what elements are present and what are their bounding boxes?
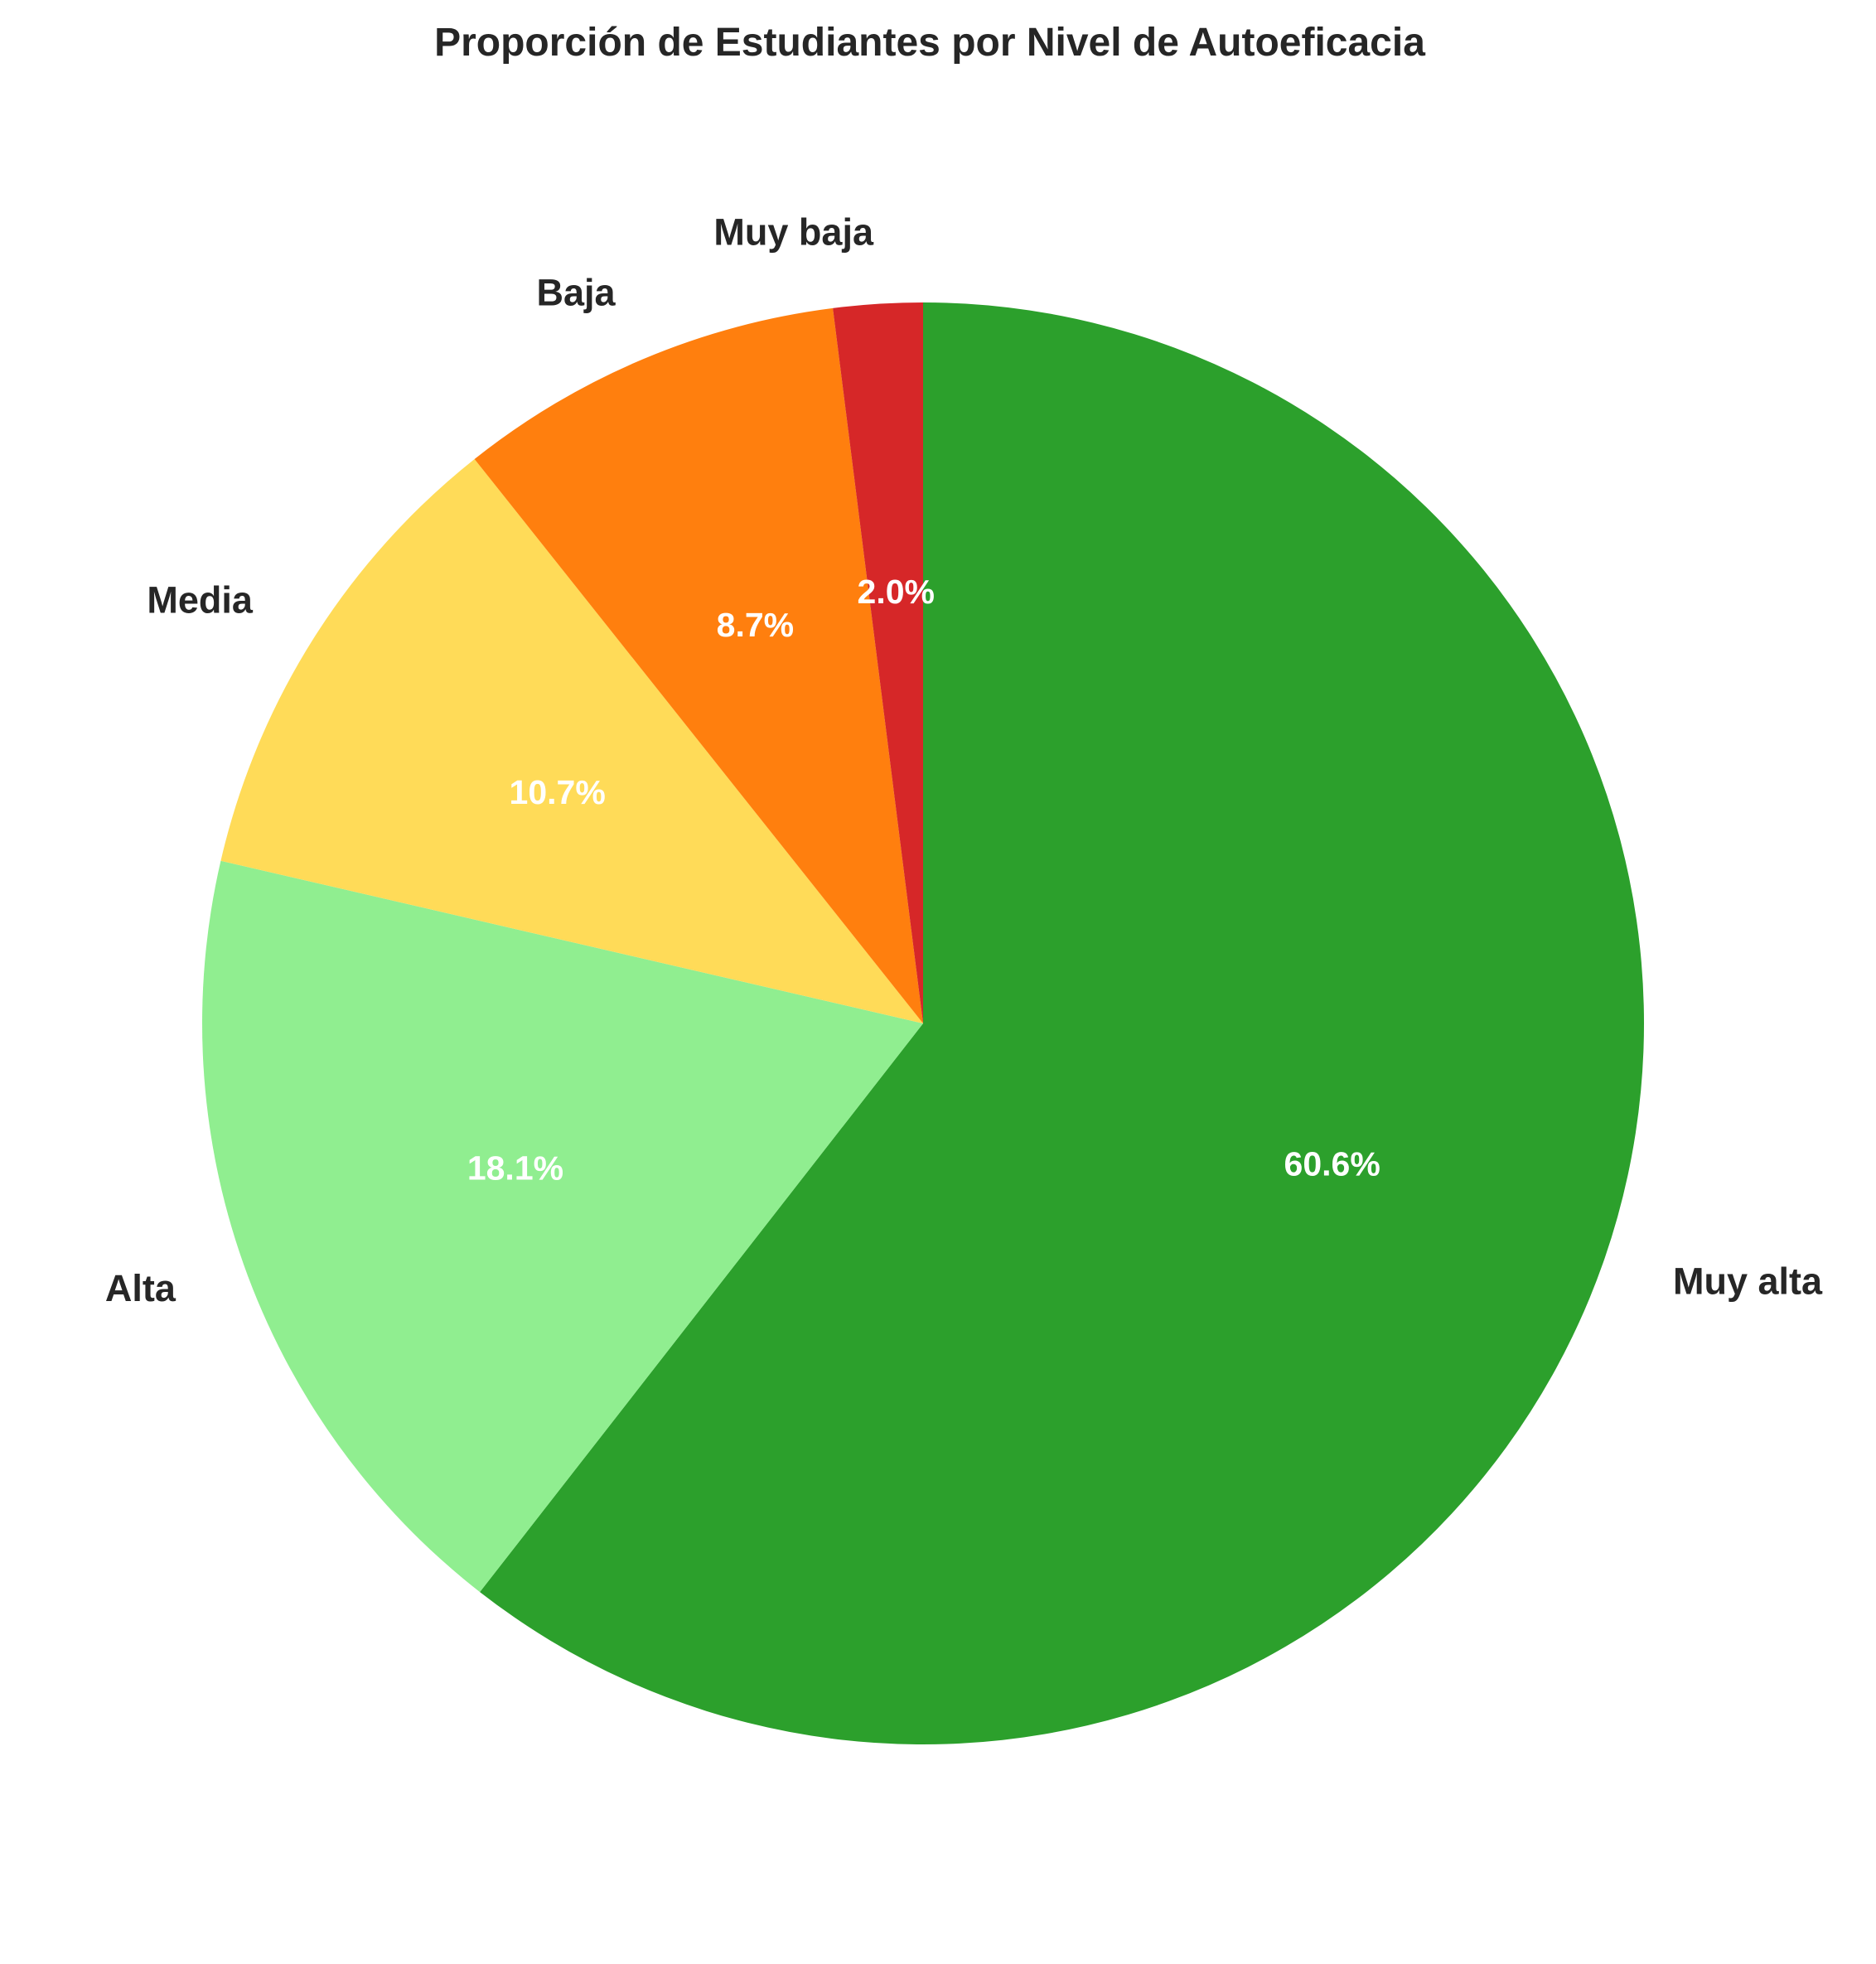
pie-slice-media bbox=[220, 458, 923, 1023]
slice-label-baja: Baja bbox=[537, 272, 616, 314]
slice-label-media: Media bbox=[147, 578, 254, 621]
pie-slice-muy-baja bbox=[833, 302, 923, 1023]
slice-percent-muy-alta: 60.6% bbox=[1284, 1145, 1380, 1183]
pie-slice-baja bbox=[474, 307, 923, 1024]
slice-percent-alta: 18.1% bbox=[467, 1149, 563, 1187]
pie-slices bbox=[201, 302, 1645, 1744]
slice-percent-media: 10.7% bbox=[510, 773, 606, 811]
slice-label-muy-alta: Muy alta bbox=[1673, 1260, 1823, 1303]
pie-slice-alta bbox=[201, 860, 924, 1593]
pie-slice-muy-alta bbox=[480, 302, 1645, 1744]
slice-percent-baja: 8.7% bbox=[717, 606, 794, 644]
pie-labels: Muy alta 60.6% Alta 18.1% Media 10.7% Baja 8.7%… bbox=[105, 210, 1823, 1309]
chart-title: Proporción de Estudiantes por Nivel de A… bbox=[434, 21, 1425, 65]
slice-percent-muy-baja: 2.0% bbox=[858, 573, 935, 611]
slice-label-muy-baja: Muy baja bbox=[713, 210, 874, 253]
slice-label-alta: Alta bbox=[105, 1267, 176, 1309]
